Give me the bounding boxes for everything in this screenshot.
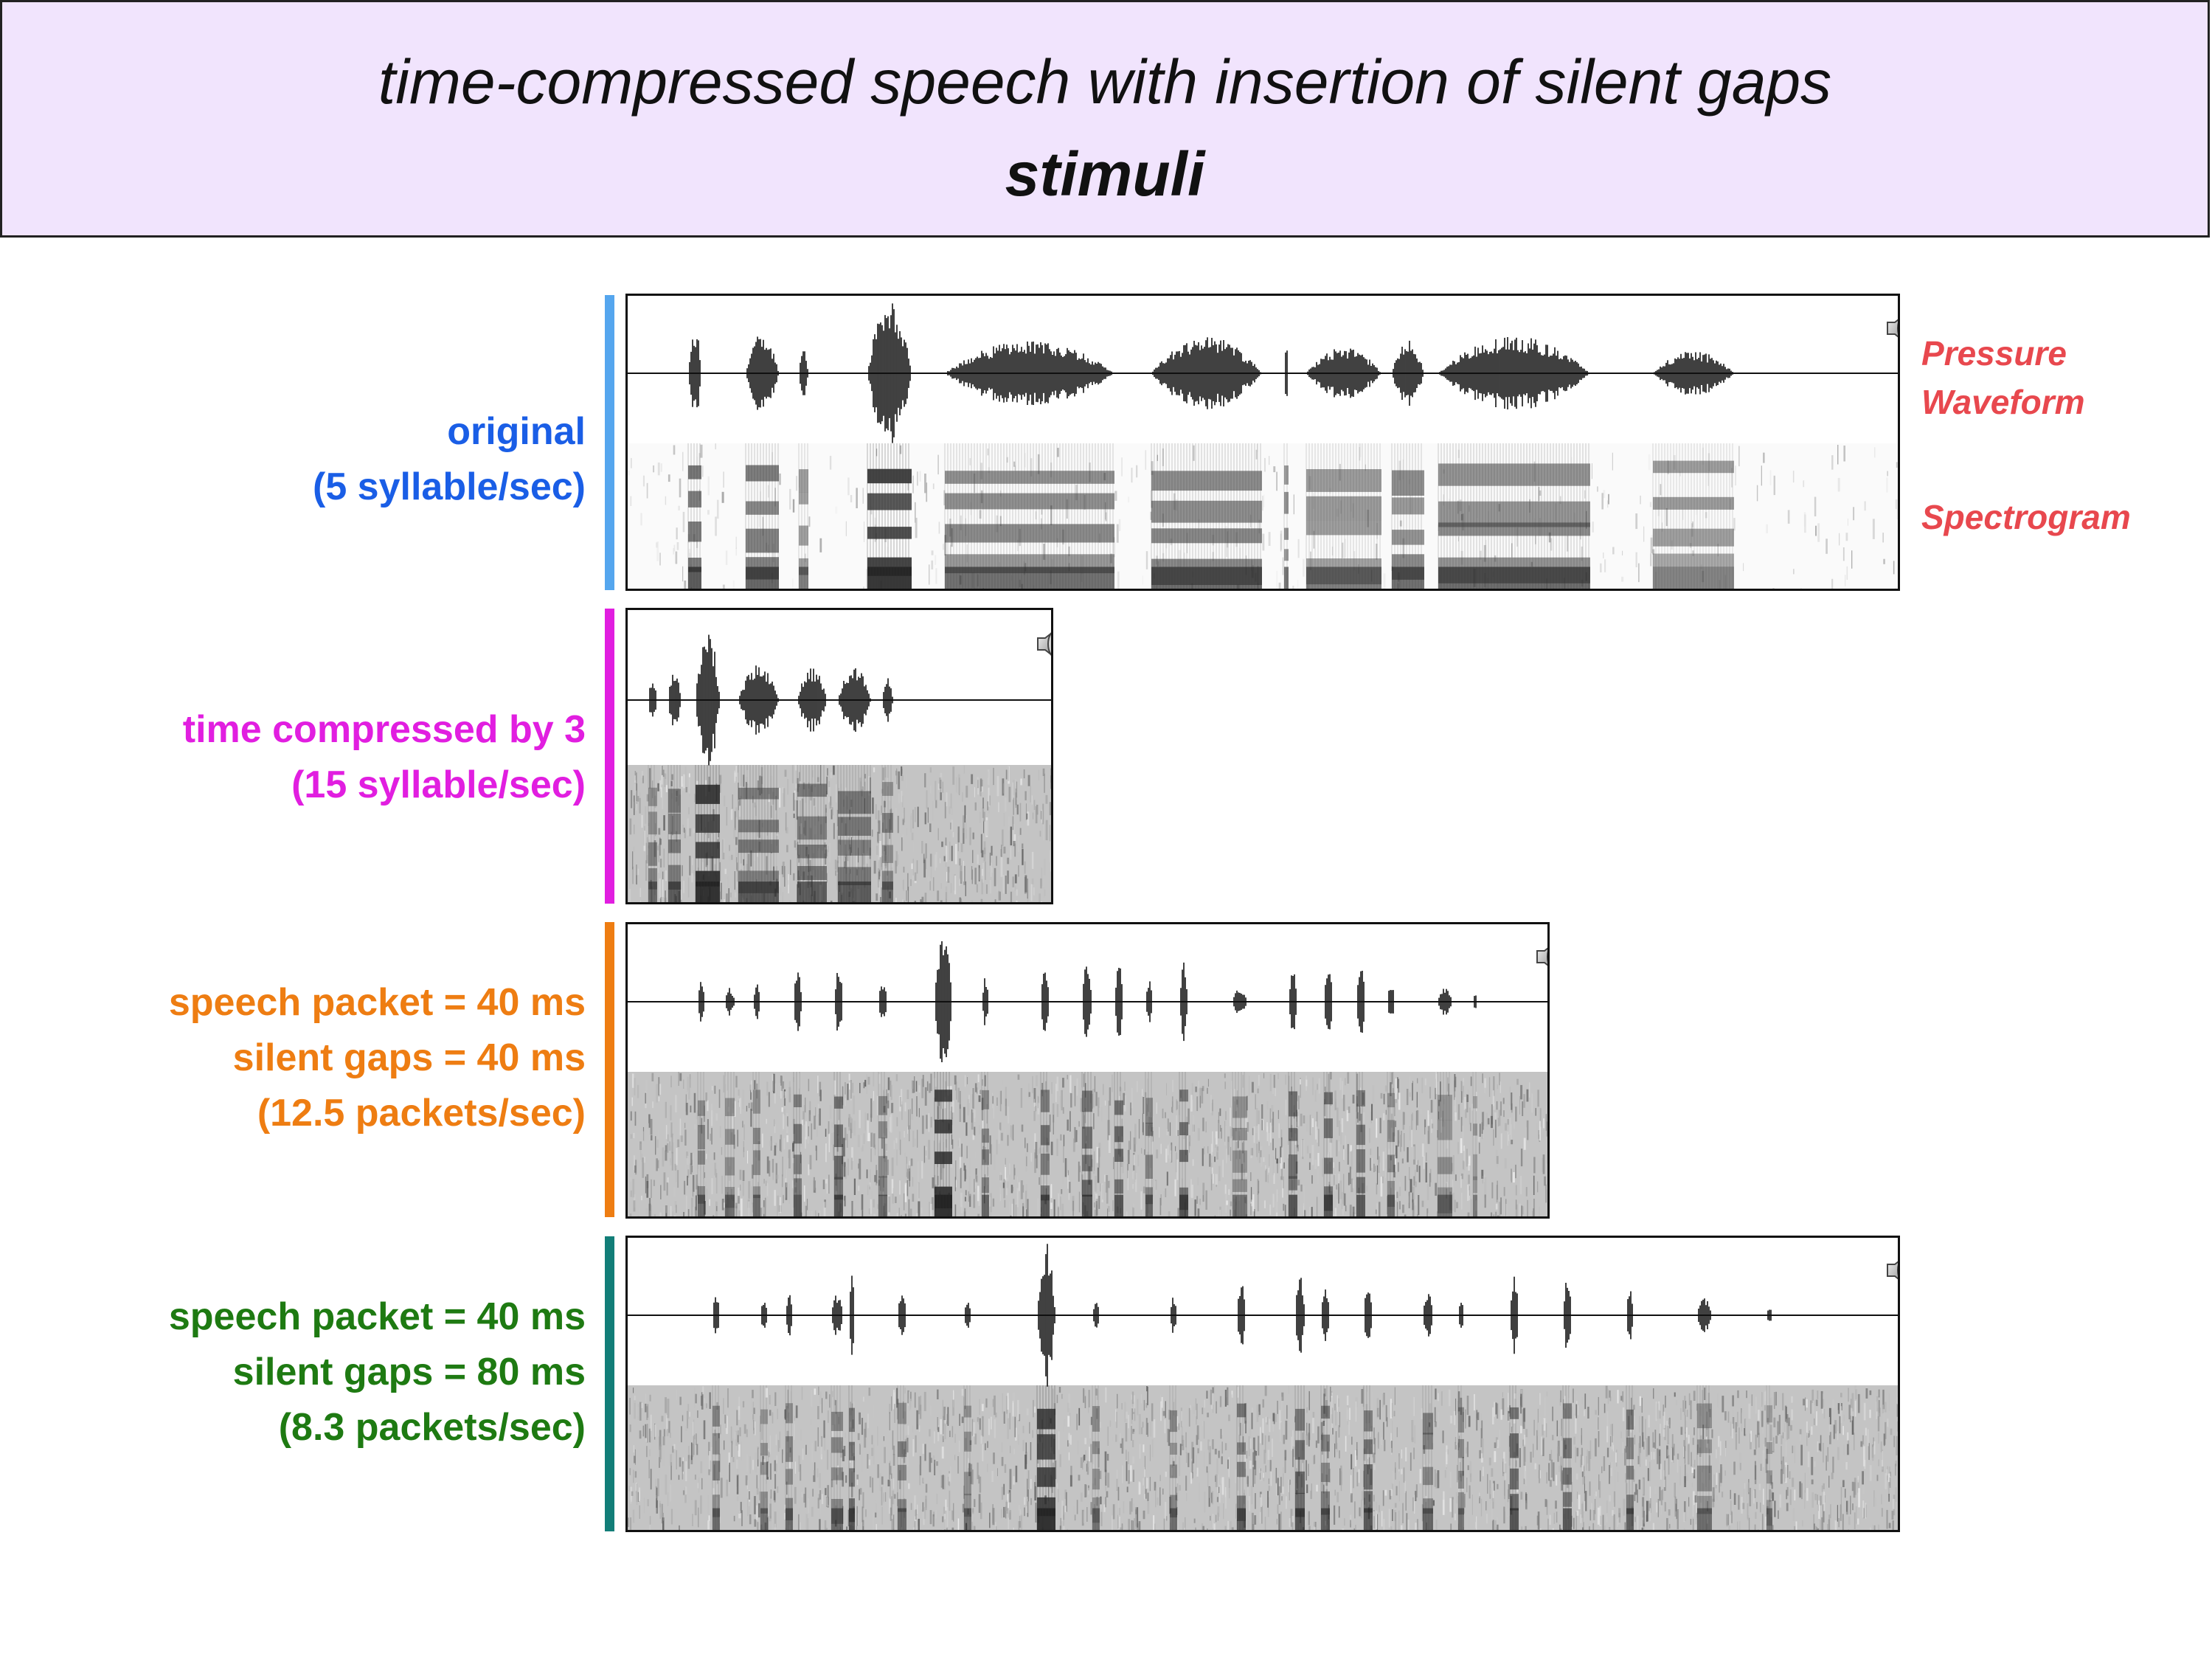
row-label-line: (5 syllable/sec) [313,465,586,508]
label-pressure-waveform: Pressure Waveform [1921,329,2085,426]
row-bar-original [605,295,614,590]
row-label-line: speech packet = 40 ms [168,1295,586,1338]
title-box: time-compressed speech with insertion of… [0,0,2210,238]
row-label-original: original (5 syllable/sec) [313,404,586,515]
side-label-line: Pressure [1921,334,2067,373]
side-label-line: Waveform [1921,383,2085,421]
stimulus-panel-gap80 [625,1236,1900,1532]
label-spectrogram: Spectrogram [1921,498,2131,536]
row-label-line: (15 syllable/sec) [291,763,586,806]
row-bar-compressed [605,609,614,904]
slide-title: time-compressed speech with insertion of… [378,47,1832,117]
row-bar-gap40 [605,922,614,1217]
row-label-line: speech packet = 40 ms [168,981,586,1024]
row-label-line: (12.5 packets/sec) [257,1092,586,1135]
row-label-line: silent gaps = 40 ms [232,1036,586,1079]
row-label-line: time compressed by 3 [182,708,586,751]
row-label-compressed: time compressed by 3 (15 syllable/sec) [183,702,586,813]
stimulus-panel-compressed [625,608,1053,904]
row-label-gap40: speech packet = 40 ms silent gaps = 40 m… [169,975,586,1141]
row-label-gap80: speech packet = 40 ms silent gaps = 80 m… [169,1289,586,1455]
row-label-line: silent gaps = 80 ms [232,1351,586,1393]
stimulus-panel-gap40 [625,922,1550,1219]
row-bar-gap80 [605,1236,614,1531]
row-label-line: (8.3 packets/sec) [278,1406,586,1449]
slide-subtitle: stimuli [1005,139,1205,209]
stimulus-panel-original [625,294,1900,591]
row-label-line: original [447,410,586,453]
